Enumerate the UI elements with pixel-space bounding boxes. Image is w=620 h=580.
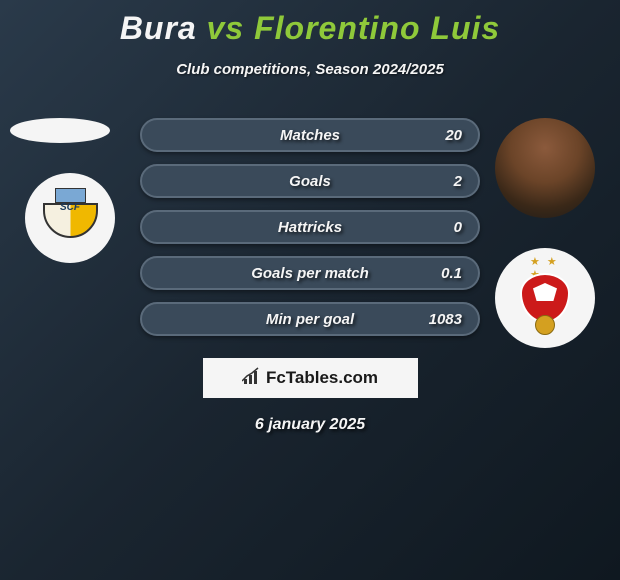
- stat-row-matches: Matches 20: [140, 118, 480, 152]
- watermark-text: FcTables.com: [266, 368, 378, 388]
- vs-text: vs: [207, 10, 245, 46]
- scf-badge-icon: [43, 188, 98, 248]
- stat-row-min-per-goal: Min per goal 1083: [140, 302, 480, 336]
- stat-label: Matches: [280, 127, 340, 144]
- stats-list: Matches 20 Goals 2 Hattricks 0 Goals per…: [140, 118, 480, 348]
- player2-club-badge: ★ ★ ★: [495, 248, 595, 348]
- comparison-content: ★ ★ ★ Matches 20 Goals 2 Hattricks 0 Goa…: [0, 118, 620, 348]
- player2-name: Florentino Luis: [254, 10, 500, 46]
- subtitle: Club competitions, Season 2024/2025: [0, 61, 620, 78]
- stat-label: Goals per match: [251, 265, 369, 282]
- chart-icon: [242, 367, 262, 390]
- stat-row-goals: Goals 2: [140, 164, 480, 198]
- stat-value: 1083: [429, 311, 462, 328]
- player1-club-badge: [25, 173, 115, 263]
- stat-value: 0: [454, 219, 462, 236]
- stat-label: Hattricks: [278, 219, 342, 236]
- watermark-badge: FcTables.com: [203, 358, 418, 398]
- player1-name: Bura: [120, 10, 197, 46]
- benfica-badge-icon: ★ ★ ★: [515, 263, 575, 333]
- stat-value: 2: [454, 173, 462, 190]
- player1-avatar-placeholder: [10, 118, 110, 143]
- page-title: Bura vs Florentino Luis: [0, 0, 620, 47]
- stat-label: Goals: [289, 173, 331, 190]
- stat-row-hattricks: Hattricks 0: [140, 210, 480, 244]
- stat-row-goals-per-match: Goals per match 0.1: [140, 256, 480, 290]
- stat-label: Min per goal: [266, 311, 354, 328]
- stat-value: 20: [445, 127, 462, 144]
- date-text: 6 january 2025: [0, 416, 620, 434]
- player2-avatar: [495, 118, 595, 218]
- stat-value: 0.1: [441, 265, 462, 282]
